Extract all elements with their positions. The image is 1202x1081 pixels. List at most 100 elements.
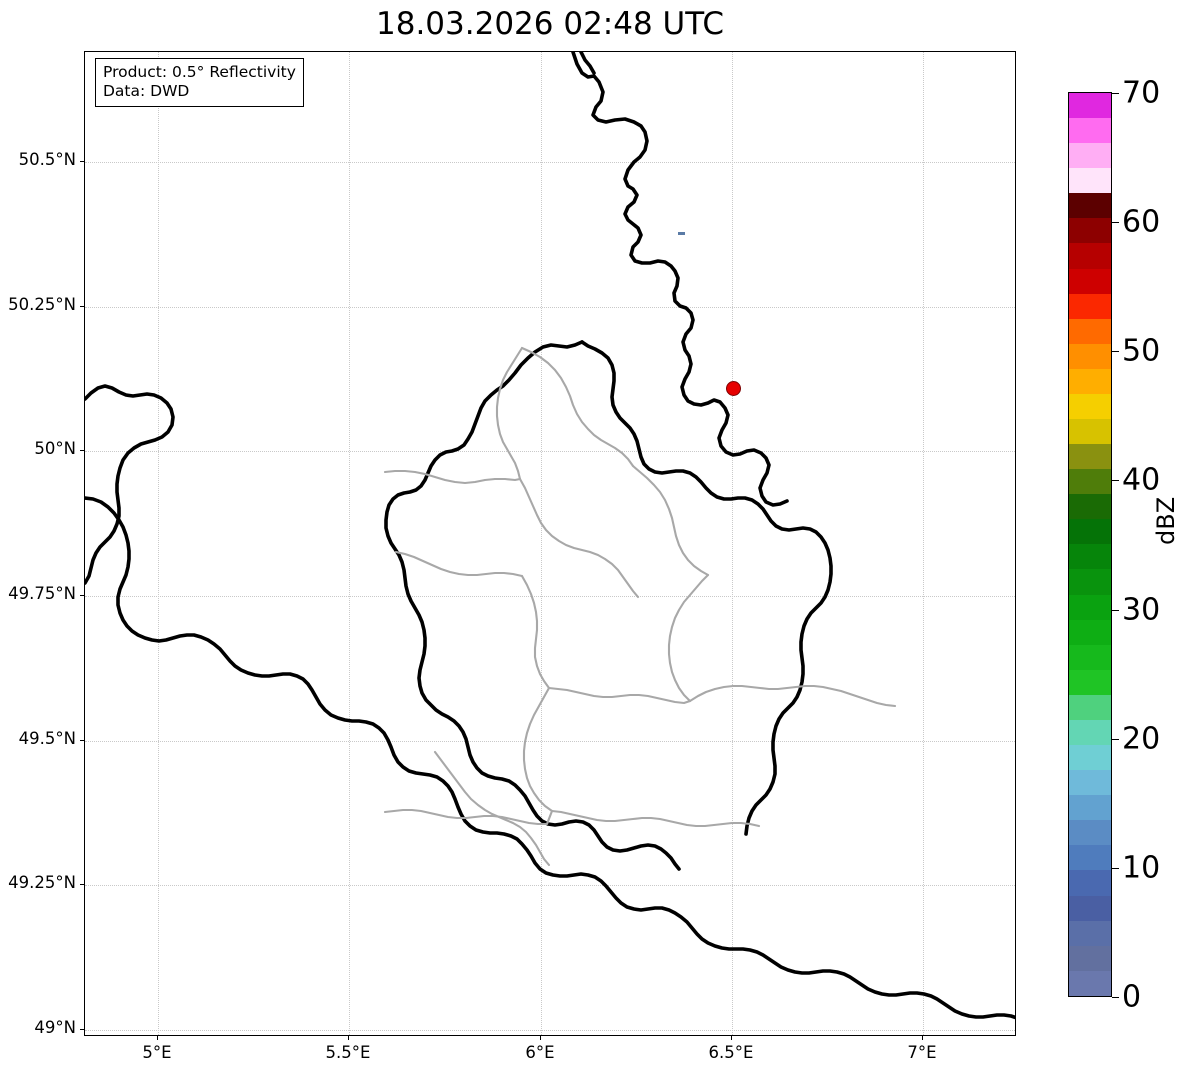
colorbar-band: [1069, 118, 1111, 144]
colorbar-tick-mark: [1112, 222, 1119, 223]
ytick-text: 50.5°N: [18, 150, 76, 169]
xtick-mark: [731, 1036, 732, 1040]
ytick-mark: [80, 161, 84, 162]
gridline-lat-49p75: [85, 596, 1015, 597]
colorbar-band: [1069, 945, 1111, 971]
ytick-text: 49.5°N: [18, 729, 76, 748]
colorbar-band: [1069, 218, 1111, 244]
colorbar-axis-label: dBZ: [1152, 496, 1180, 545]
colorbar-tick-mark: [1112, 868, 1119, 869]
colorbar-band: [1069, 694, 1111, 720]
colorbar-tick-mark: [1112, 351, 1119, 352]
colorbar-band: [1069, 770, 1111, 796]
xtick-mark: [157, 1036, 158, 1040]
colorbar-band: [1069, 293, 1111, 319]
ytick-mark: [80, 740, 84, 741]
colorbar-band: [1069, 494, 1111, 520]
colorbar-band: [1069, 368, 1111, 394]
colorbar-tick-label-0: 0: [1122, 979, 1142, 1015]
reflectivity-colorbar[interactable]: [1068, 92, 1112, 997]
ytick-text: 49°N: [34, 1018, 76, 1037]
colorbar-band: [1069, 619, 1111, 645]
ytick-mark: [80, 884, 84, 885]
ytick-mark: [80, 450, 84, 451]
ytick-text: 50.25°N: [8, 295, 76, 314]
gridline-lat-50p25: [85, 307, 1015, 308]
colorbar-band: [1069, 143, 1111, 169]
xtick-mark: [922, 1036, 923, 1040]
gridline-lon-5p5: [349, 52, 350, 1035]
colorbar-tick-label-10: 10: [1122, 850, 1161, 886]
colorbar-band: [1069, 569, 1111, 595]
colorbar-tick-mark: [1112, 610, 1119, 611]
border-luxembourg: [384, 340, 681, 871]
colorbar-tick-mark: [1112, 480, 1119, 481]
ytick-mark: [80, 306, 84, 307]
colorbar-tick-label-20: 20: [1122, 721, 1161, 757]
radar-map-plot[interactable]: Product: 0.5° Reflectivity Data: DWD: [84, 51, 1016, 1036]
colorbar-band: [1069, 920, 1111, 946]
colorbar-tick-mark: [1112, 93, 1119, 94]
colorbar-band: [1069, 544, 1111, 570]
colorbar-band: [1069, 393, 1111, 420]
colorbar-tick-label-70: 70: [1122, 75, 1161, 111]
colorbar-band: [1069, 343, 1111, 369]
map-borders-overlay: [85, 52, 1015, 1020]
colorbar-tick-label-60: 60: [1122, 204, 1161, 240]
gridline-lat-50p5: [85, 162, 1015, 163]
ytick-text: 49.25°N: [8, 873, 76, 892]
border-luxembourg-east: [580, 340, 833, 836]
radar-echo-cell: [678, 232, 685, 235]
page-title: 18.03.2026 02:48 UTC: [376, 6, 724, 42]
colorbar-band: [1069, 519, 1111, 545]
xtick-mark: [540, 1036, 541, 1040]
colorbar-band: [1069, 644, 1111, 670]
colorbar-band: [1069, 193, 1111, 219]
colorbar-band: [1069, 318, 1111, 344]
xtick-label-6e: 6°E: [525, 1043, 555, 1062]
colorbar-tick-mark: [1112, 739, 1119, 740]
colorbar-band: [1069, 845, 1111, 871]
colorbar-band: [1069, 795, 1111, 821]
gridline-lat-49p5: [85, 741, 1015, 742]
colorbar-band: [1069, 970, 1111, 996]
colorbar-band: [1069, 820, 1111, 846]
border-north-segment: [579, 52, 596, 75]
xtick-label-6p5e: 6.5°E: [708, 1043, 754, 1062]
gridline-lon-5: [158, 52, 159, 1035]
colorbar-tick-mark: [1112, 997, 1119, 998]
product-info-box: Product: 0.5° Reflectivity Data: DWD: [95, 58, 304, 107]
colorbar-band: [1069, 745, 1111, 771]
colorbar-band: [1069, 243, 1111, 269]
colorbar-band: [1069, 594, 1111, 620]
colorbar-tick-label-30: 30: [1122, 592, 1161, 628]
xtick-label-5p5e: 5.5°E: [325, 1043, 371, 1062]
ytick-text: 50°N: [34, 439, 76, 458]
colorbar-band: [1069, 719, 1111, 746]
colorbar-band: [1069, 168, 1111, 194]
luxembourg-canton-borders: [383, 346, 897, 867]
product-line: Product: 0.5° Reflectivity: [103, 63, 296, 81]
colorbar-band: [1069, 444, 1111, 470]
colorbar-band: [1069, 268, 1111, 294]
radar-station-marker[interactable]: [726, 381, 741, 396]
ytick-text: 49.75°N: [8, 584, 76, 603]
border-belgium-germany: [571, 52, 789, 507]
colorbar-band: [1069, 895, 1111, 921]
gridline-lon-6p5: [732, 52, 733, 1035]
gridline-lon-6: [541, 52, 542, 1035]
xtick-label-5e: 5°E: [142, 1043, 172, 1062]
colorbar-band: [1069, 669, 1111, 695]
colorbar-tick-label-40: 40: [1122, 462, 1161, 498]
colorbar-tick-label-50: 50: [1122, 333, 1161, 369]
colorbar-band: [1069, 419, 1111, 445]
ytick-mark: [80, 595, 84, 596]
colorbar-band: [1069, 870, 1111, 896]
xtick-label-7e: 7°E: [907, 1043, 937, 1062]
data-source-line: Data: DWD: [103, 82, 190, 100]
colorbar-band: [1069, 93, 1111, 119]
colorbar-band: [1069, 469, 1111, 495]
border-belgium-france: [85, 384, 175, 585]
gridline-lon-7: [923, 52, 924, 1035]
gridline-lat-49: [85, 1030, 1015, 1031]
